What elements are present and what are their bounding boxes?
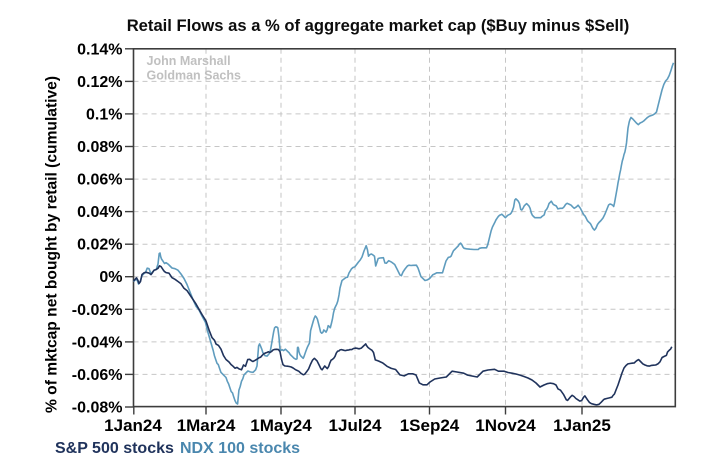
svg-text:0.12%: 0.12% [77, 74, 122, 91]
svg-text:0.02%: 0.02% [77, 237, 122, 254]
svg-text:0.14%: 0.14% [77, 41, 122, 58]
svg-text:Goldman Sachs: Goldman Sachs [147, 69, 242, 83]
svg-text:1Sep24: 1Sep24 [400, 416, 460, 435]
svg-text:-0.08%: -0.08% [72, 400, 123, 417]
svg-text:S&P 500 stocks: S&P 500 stocks [55, 440, 174, 457]
svg-text:1Jul24: 1Jul24 [329, 416, 382, 435]
svg-text:1Nov24: 1Nov24 [475, 416, 536, 435]
svg-text:0.06%: 0.06% [77, 172, 122, 189]
svg-text:1Jan25: 1Jan25 [553, 416, 611, 435]
svg-text:1Mar24: 1Mar24 [177, 416, 236, 435]
svg-text:0.04%: 0.04% [77, 204, 122, 221]
svg-text:1May24: 1May24 [250, 416, 312, 435]
svg-text:John Marshall: John Marshall [147, 54, 231, 68]
svg-text:0.1%: 0.1% [86, 106, 122, 123]
svg-text:NDX 100 stocks: NDX 100 stocks [180, 440, 300, 457]
svg-text:0.08%: 0.08% [77, 139, 122, 156]
svg-text:-0.04%: -0.04% [72, 334, 123, 351]
svg-text:Retail Flows as a % of aggrega: Retail Flows as a % of aggregate market … [127, 16, 630, 35]
svg-text:% of mktcap net bought by reta: % of mktcap net bought by retail (cumula… [44, 76, 61, 413]
svg-text:1Jan24: 1Jan24 [104, 416, 162, 435]
svg-text:0%: 0% [99, 269, 122, 286]
svg-text:-0.02%: -0.02% [72, 302, 123, 319]
svg-text:-0.06%: -0.06% [72, 367, 123, 384]
